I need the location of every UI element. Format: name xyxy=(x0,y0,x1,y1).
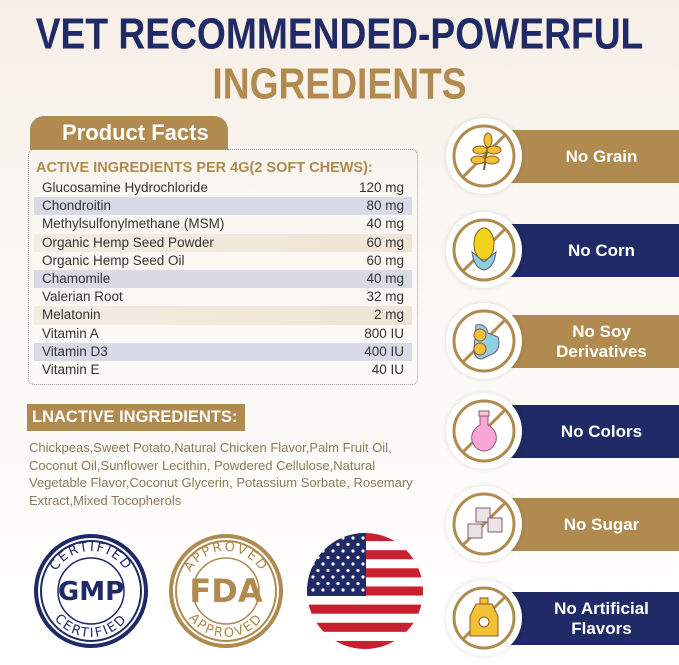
feature-banner: No Artificial Flavors xyxy=(510,592,679,645)
ingredient-name: Vitamin E xyxy=(42,361,100,377)
table-row: Vitamin A 800 IU xyxy=(34,325,412,343)
feature-label: No Soy Derivatives xyxy=(556,321,647,361)
feature-banner: No Colors xyxy=(510,405,679,458)
table-row: Methylsulfonylmethane (MSM) 40 mg xyxy=(34,215,412,233)
ingredient-amount: 120 mg xyxy=(358,180,404,195)
ingredient-name: Glucosamine Hydrochloride xyxy=(42,180,208,195)
feature-label: No Colors xyxy=(560,421,643,441)
ingredient-name: Organic Hemp Seed Powder xyxy=(42,234,214,250)
ingredient-name: Chondroitin xyxy=(42,198,112,214)
product-facts-box xyxy=(28,149,418,385)
svg-text:GMP: GMP xyxy=(58,577,124,607)
table-row: Vitamin E 40 IU xyxy=(34,361,412,379)
ingredient-name: Vitamin D3 xyxy=(42,343,108,359)
title-line-1: VET RECOMMENDED-POWERFUL xyxy=(35,9,644,59)
table-row: Melatonin 2 mg xyxy=(34,306,412,325)
title-line-2: INGREDIENTS xyxy=(212,59,467,109)
table-row: Organic Hemp Seed Oil 60 mg xyxy=(34,252,412,270)
feature-banner: No Sugar xyxy=(510,498,679,551)
inactive-ingredients-header: LNACTIVE INGREDIENTS: xyxy=(27,404,246,431)
table-row: Organic Hemp Seed Powder 60 mg xyxy=(34,233,412,252)
product-facts-tab: Product Facts xyxy=(30,116,228,150)
svg-text:FDA: FDA xyxy=(189,572,262,610)
soybean-icon xyxy=(446,303,522,379)
fda-approved-badge: APPROVED APPROVED FDA xyxy=(169,534,283,648)
ingredient-amount: 32 mg xyxy=(366,289,404,305)
ingredient-amount: 40 mg xyxy=(366,270,404,286)
ingredient-name: Vitamin A xyxy=(42,325,99,341)
ingredient-name: Melatonin xyxy=(42,307,101,323)
inactive-ingredients-text: Chickpeas,Sweet Potato,Natural Chicken F… xyxy=(29,440,413,508)
table-row: Vitamin D3 400 IU xyxy=(34,342,412,361)
ingredient-amount: 800 IU xyxy=(364,325,404,341)
ingredient-amount: 60 mg xyxy=(366,252,404,268)
ingredient-name: Chamomile xyxy=(42,270,111,286)
ingredient-amount: 40 IU xyxy=(371,361,404,377)
feature-banner: No Soy Derivatives xyxy=(510,315,679,368)
ingredient-amount: 400 IU xyxy=(364,343,404,359)
feature-label: No Sugar xyxy=(563,514,640,534)
corn-icon xyxy=(446,212,522,288)
feature-banner: No Corn xyxy=(510,224,679,277)
flavor-bottle-icon xyxy=(446,580,522,656)
wheat-icon xyxy=(446,118,522,194)
us-flag-icon xyxy=(307,533,423,649)
feature-label: No Artificial Flavors xyxy=(554,598,649,638)
ingredient-name: Organic Hemp Seed Oil xyxy=(42,252,185,268)
gmp-certified-badge: CERTIFIED CERTIFIED GMP xyxy=(34,534,148,648)
ingredient-amount: 60 mg xyxy=(366,234,404,250)
ingredient-name: Valerian Root xyxy=(42,289,123,305)
ingredient-amount: 2 mg xyxy=(373,307,404,323)
ingredient-amount: 80 mg xyxy=(366,198,404,214)
flask-icon xyxy=(446,393,522,469)
ingredient-name: Methylsulfonylmethane (MSM) xyxy=(42,216,225,232)
table-row: Chondroitin 80 mg xyxy=(34,197,412,216)
active-ingredients-header: ACTIVE INGREDIENTS PER 4G(2 SOFT CHEWS): xyxy=(36,160,373,176)
sugar-cubes-icon xyxy=(446,486,522,562)
table-row: Chamomile 40 mg xyxy=(34,269,412,289)
table-row: Valerian Root 32 mg xyxy=(34,288,412,306)
ingredient-amount: 40 mg xyxy=(366,216,404,232)
table-row: Glucosamine Hydrochloride 120 mg xyxy=(34,179,412,197)
feature-label: No Grain xyxy=(565,146,638,166)
feature-banner: No Grain xyxy=(510,130,679,183)
feature-label: No Corn xyxy=(567,240,636,260)
ingredients-table: Glucosamine Hydrochloride 120 mg Chondroit… xyxy=(34,179,412,379)
